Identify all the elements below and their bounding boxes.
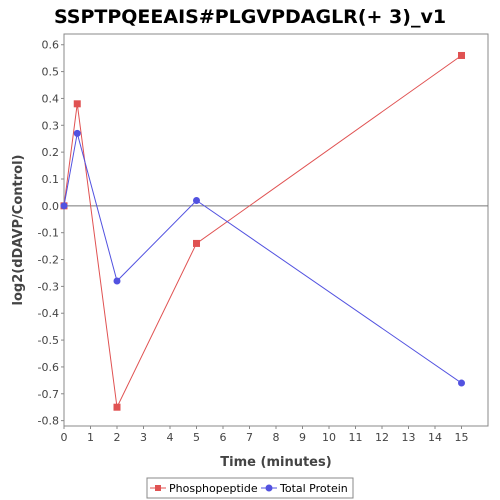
y-tick-label: 0.1 xyxy=(42,173,60,186)
x-tick-label: 13 xyxy=(402,431,416,444)
y-tick-label: 0.0 xyxy=(42,200,60,213)
data-point-total-protein xyxy=(73,129,81,137)
x-axis: 0 1 2 3 4 5 6 7 8 9 10 11 12 13 14 15 xyxy=(61,426,469,444)
x-tick-label: 15 xyxy=(455,431,469,444)
y-axis-label: log2(dDAVP/Control) xyxy=(11,155,26,306)
legend-marker-total-protein xyxy=(265,484,273,492)
x-tick-label: 2 xyxy=(114,431,121,444)
y-tick-label: -0.6 xyxy=(38,361,59,374)
x-tick-label: 7 xyxy=(246,431,253,444)
x-tick-label: 0 xyxy=(61,431,68,444)
x-tick-label: 10 xyxy=(322,431,336,444)
y-tick-label: 0.3 xyxy=(42,119,60,132)
x-tick-label: 8 xyxy=(273,431,280,444)
y-tick-label: 0.2 xyxy=(42,146,60,159)
x-axis-label: Time (minutes) xyxy=(220,455,331,470)
x-tick-label: 1 xyxy=(87,431,94,444)
x-tick-label: 4 xyxy=(167,431,174,444)
data-point-total-protein xyxy=(113,277,121,285)
y-tick-label: 0.6 xyxy=(42,39,60,52)
y-tick-label: -0.5 xyxy=(38,334,59,347)
data-point-total-protein xyxy=(60,202,68,210)
plot-area xyxy=(63,33,489,427)
x-tick-label: 12 xyxy=(375,431,389,444)
y-tick-label: -0.1 xyxy=(38,227,59,240)
x-tick-label: 6 xyxy=(220,431,227,444)
y-tick-label: -0.2 xyxy=(38,254,59,267)
x-tick-label: 3 xyxy=(140,431,147,444)
x-tick-label: 9 xyxy=(299,431,306,444)
y-tick-label: 0.5 xyxy=(42,66,60,79)
y-tick-label: -0.4 xyxy=(38,307,59,320)
y-axis: -0.8 -0.7 -0.6 -0.5 -0.4 -0.3 -0.2 -0.1 0.0 0.1 0.… xyxy=(38,39,64,428)
legend-box xyxy=(146,477,354,499)
x-tick-label: 14 xyxy=(428,431,442,444)
legend: Phosphopeptide Total Protein xyxy=(146,477,354,499)
legend-label-total-protein: Total Protein xyxy=(279,482,348,495)
data-point-phosphopeptide xyxy=(193,239,200,247)
chart-title: SSPTPQEEAIS#PLGVPDAGLR(+ 3)_v1 xyxy=(54,6,446,28)
data-point-phosphopeptide xyxy=(458,51,465,59)
data-point-phosphopeptide xyxy=(73,100,81,108)
y-tick-label: 0.4 xyxy=(42,92,60,105)
legend-label-phosphopeptide: Phosphopeptide xyxy=(169,482,258,495)
data-point-total-protein xyxy=(193,196,200,204)
series-group xyxy=(60,51,465,411)
x-tick-label: 11 xyxy=(349,431,363,444)
data-point-total-protein xyxy=(458,379,465,387)
y-tick-label: -0.7 xyxy=(38,388,59,401)
legend-marker-phosphopeptide xyxy=(155,485,161,491)
y-tick-label: -0.3 xyxy=(38,280,59,293)
x-tick-label: 5 xyxy=(193,431,200,444)
y-tick-label: -0.8 xyxy=(38,415,59,428)
data-point-phosphopeptide xyxy=(113,403,121,411)
